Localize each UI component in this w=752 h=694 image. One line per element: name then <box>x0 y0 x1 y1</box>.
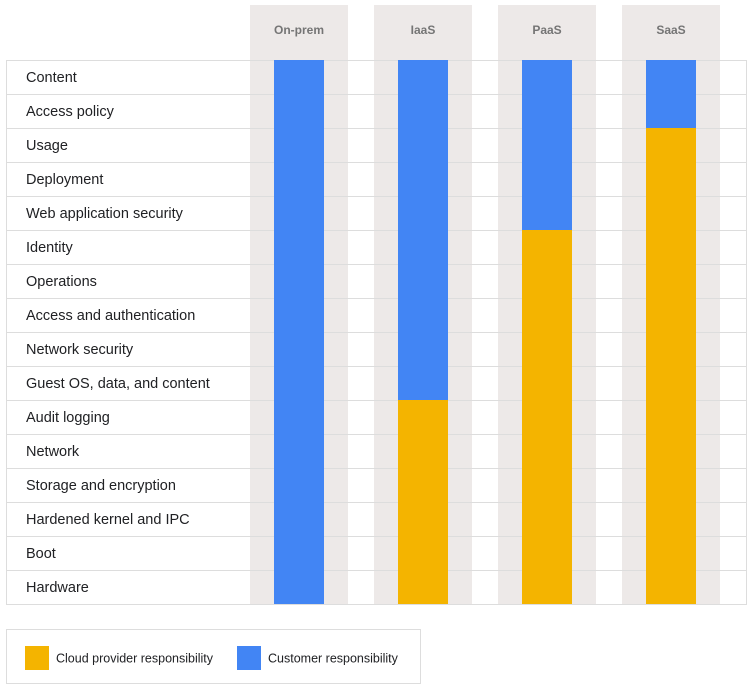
provider-bar <box>522 230 572 604</box>
row-label: Content <box>26 70 77 86</box>
legend-label: Customer responsibility <box>268 651 399 665</box>
row-label: Web application security <box>26 206 184 222</box>
legend-swatch <box>25 646 49 670</box>
row-label: Usage <box>26 138 68 154</box>
column-header: SaaS <box>656 23 685 37</box>
row-label: Guest OS, data, and content <box>26 376 210 392</box>
legend-box <box>6 629 421 684</box>
row-label: Audit logging <box>26 410 110 426</box>
row-label: Boot <box>26 546 56 562</box>
column-header: PaaS <box>532 23 561 37</box>
row-label: Deployment <box>26 172 103 188</box>
row-label: Access policy <box>26 104 115 120</box>
row-label: Hardware <box>26 580 89 596</box>
column-header: IaaS <box>411 23 436 37</box>
row-label: Access and authentication <box>26 308 195 324</box>
customer-bar <box>646 60 696 128</box>
row-label: Storage and encryption <box>26 478 176 494</box>
customer-bar <box>398 60 448 400</box>
row-label: Network <box>26 444 80 460</box>
provider-bar <box>646 128 696 604</box>
customer-bar <box>274 60 324 604</box>
row-label: Network security <box>26 342 134 358</box>
legend-swatch <box>237 646 261 670</box>
provider-bar <box>398 400 448 604</box>
legend-label: Cloud provider responsibility <box>56 651 214 665</box>
row-label: Identity <box>26 240 73 256</box>
column-header: On-prem <box>274 23 324 37</box>
customer-bar <box>522 60 572 230</box>
row-label: Hardened kernel and IPC <box>26 512 190 528</box>
row-label: Operations <box>26 274 97 290</box>
